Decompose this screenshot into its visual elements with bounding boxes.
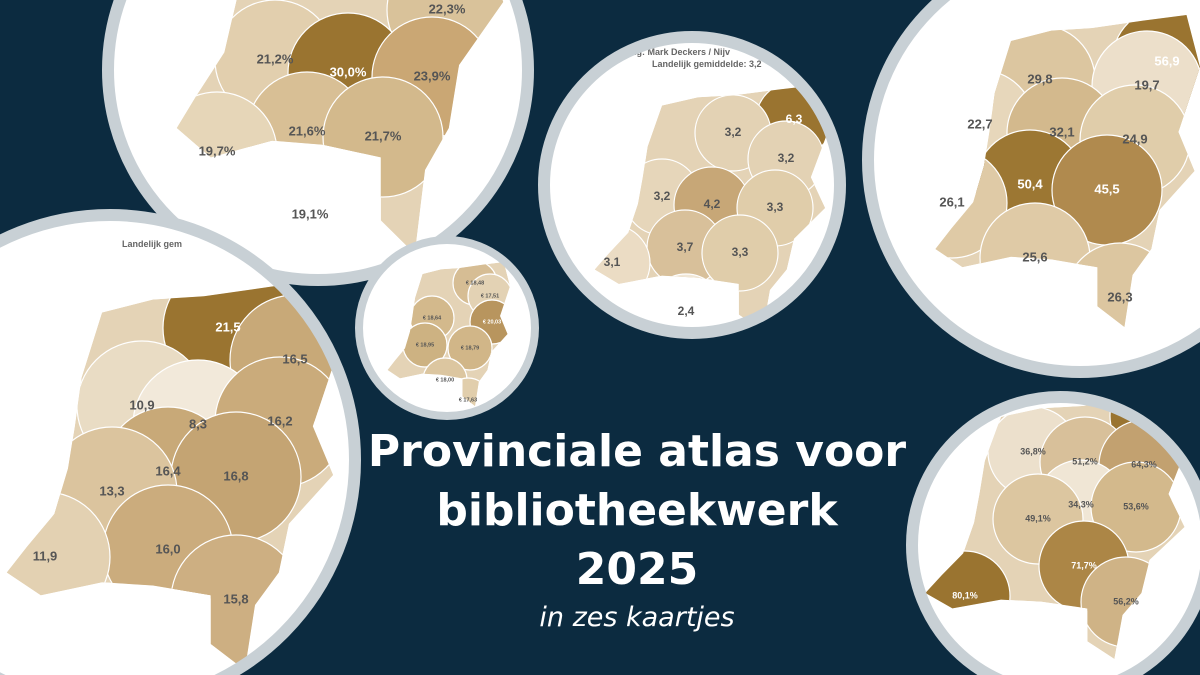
map-value-label: 13,3 — [99, 483, 124, 498]
map-value-label: 23,9% — [414, 68, 451, 83]
map-value-label: 15,8 — [223, 591, 248, 606]
map-value-label: 11,9 — [33, 548, 58, 563]
map-value-label: 45,5 — [1094, 181, 1119, 196]
circle-border — [538, 31, 846, 339]
map-value-label: 16,2 — [267, 413, 292, 428]
map-value-label: € 20,03 — [483, 319, 501, 325]
map-value-label: 36,8% — [1020, 446, 1046, 456]
map-value-label: 3,3 — [732, 245, 749, 259]
map-value-label: 8,3 — [189, 416, 207, 431]
map-value-label: 25,6 — [1022, 249, 1047, 264]
map-value-label: 49,1% — [1025, 513, 1051, 523]
map-value-label: 22,7 — [967, 116, 992, 131]
map-value-label: 16,4 — [155, 463, 181, 478]
map-value-label: 21,7% — [365, 128, 402, 143]
map-value-label: 24,9 — [1122, 131, 1147, 146]
circle-border — [355, 236, 539, 420]
map-value-label: 26,3 — [1107, 289, 1132, 304]
circle-border — [906, 391, 1200, 675]
map-value-label: € 18,64 — [423, 315, 442, 321]
map-value-label: 16,8 — [223, 468, 248, 483]
province — [447, 325, 493, 371]
map-value-label: € 17,51 — [481, 293, 499, 299]
map-value-label: 3,7 — [677, 240, 694, 254]
map-value-label: 19,7% — [199, 143, 236, 158]
map-value-label: 32,1 — [1049, 124, 1074, 139]
map-value-label: 56,2% — [1113, 596, 1139, 606]
map-value-label: 29,8 — [1027, 71, 1052, 86]
province — [701, 214, 779, 292]
map-circle: 56,9 29,8 19,7 22,7 32,1 24,9 50,4 45,5 26,1 25,6… — [862, 0, 1200, 378]
map-value-label: 16,5 — [282, 351, 307, 366]
map-value-label: 19,7 — [1134, 77, 1159, 92]
circle-border — [0, 209, 361, 675]
map-value-label: 3,3 — [767, 200, 784, 214]
title-line: bibliotheekwerk — [436, 485, 839, 536]
provinces — [925, 397, 1190, 659]
map-value-label: 80,1% — [952, 590, 978, 600]
map-value-label: 3,2 — [654, 189, 671, 203]
map-value-label: 3,2 — [778, 151, 795, 165]
map-circle: 6,3 3,2 3,2 3,2 4,2 3,3 3,7 3,3 3,1 2,4 rking: Mar… — [538, 31, 846, 339]
map-value-label: 10,9 — [129, 397, 154, 412]
map-value-label: 21,2% — [257, 51, 294, 66]
map-circle: 77,5%36,8%51,2%64,3%34,3%53,6%49,1%71,7%… — [906, 391, 1200, 675]
map-value-label: 4,2 — [704, 197, 721, 211]
map: 77,5%36,8%51,2%64,3%34,3%53,6%49,1%71,7%… — [925, 397, 1190, 659]
map-value-label: 50,4 — [1017, 176, 1043, 191]
map-value-label: 22,3% — [429, 1, 466, 16]
map-value-label: 6,3 — [786, 112, 803, 126]
circle-border — [102, 0, 534, 286]
map-value-label: 53,6% — [1123, 501, 1149, 511]
map-value-label: 51,2% — [1072, 456, 1098, 466]
subtitle: in zes kaartjes — [539, 602, 734, 633]
map-value-label: € 18,79 — [461, 345, 479, 351]
map-circle: 22,3% 21,2% 30,0% 23,9% 21,6% 21,7% 19,7% 19,1% — [102, 0, 534, 286]
map-value-label: € 18,48 — [466, 280, 484, 286]
map-value-label: 3,2 — [725, 125, 742, 139]
map-circle: € 18,48 € 17,51 € 18,64 € 20,03 € 18,95 € 18,… — [355, 236, 539, 420]
map-value-label: 19,1% — [292, 206, 329, 221]
map-value-label: € 18,95 — [416, 342, 434, 348]
map-value-label: 16,0 — [155, 541, 180, 556]
map-value-label: € 18,00 — [436, 377, 454, 383]
map-note: Landelijk gemiddelde: 3,2 — [652, 59, 762, 69]
title-line: Provinciale atlas voor — [368, 426, 907, 477]
map-value-label: 64,3% — [1131, 459, 1157, 469]
map-value-label: 3,1 — [604, 255, 621, 269]
circle-border — [862, 0, 1200, 378]
map-value-label: 21,6% — [289, 123, 326, 138]
map-circle: 21,5 16,5 10,9 8,3 16,2 16,4 16,8 13,3 16,0 11,9 1… — [0, 209, 361, 675]
map-value-label: 71,7% — [1071, 560, 1097, 570]
map-value-label: 30,0% — [330, 64, 367, 79]
map-value-label: 26,1 — [939, 194, 964, 209]
map-note: Landelijk gem — [122, 239, 182, 249]
map-value-label: € 17,63 — [459, 397, 477, 403]
map-value-label: 21,5 — [215, 319, 240, 334]
map-note: rking: Mark Deckers / Nijv — [620, 47, 730, 57]
map-value-label: 2,4 — [678, 304, 695, 318]
map-value-label: 34,3% — [1068, 499, 1094, 509]
title-line: 2025 — [576, 544, 698, 595]
map-value-label: 56,9 — [1154, 53, 1179, 68]
